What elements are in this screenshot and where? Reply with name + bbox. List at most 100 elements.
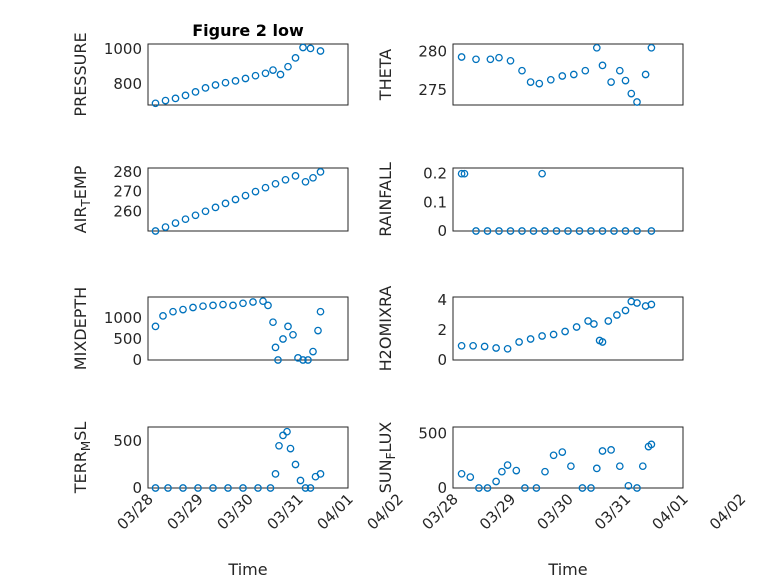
data-point: [633, 484, 641, 492]
data-point: [627, 89, 636, 98]
data-point: [191, 88, 200, 96]
x-tick-label: 04/01: [649, 490, 692, 533]
data-point: [189, 303, 197, 312]
data-point: [209, 301, 217, 310]
data-point: [457, 169, 466, 178]
data-point: [309, 347, 317, 356]
data-point: [261, 69, 270, 78]
data-point: [587, 227, 595, 235]
data-point: [241, 191, 250, 200]
data-point: [179, 484, 187, 492]
data-point: [219, 300, 227, 309]
data-point: [151, 99, 160, 108]
data-point: [306, 484, 315, 492]
data-point: [558, 72, 567, 80]
data-point: [271, 179, 280, 188]
data-point: [271, 470, 280, 478]
data-point: [194, 484, 202, 492]
data-point: [526, 78, 535, 86]
data-point: [304, 356, 312, 364]
data-point: [231, 77, 240, 85]
data-point: [151, 484, 160, 492]
y-tick-label: 2: [437, 321, 447, 339]
data-point: [266, 484, 275, 492]
y-axis-label-main: TERR: [71, 451, 90, 494]
data-point: [472, 227, 480, 235]
data-point: [633, 98, 641, 106]
data-point: [281, 175, 290, 184]
axes-frame: [147, 426, 349, 489]
data-point: [647, 440, 656, 449]
data-point: [291, 460, 300, 469]
data-point: [529, 227, 538, 235]
x-tick-label: 04/02: [706, 490, 749, 533]
data-point: [607, 78, 615, 86]
data-point: [592, 43, 601, 52]
x-axis-label: Time: [227, 560, 267, 579]
data-point: [480, 342, 489, 351]
data-point: [541, 467, 549, 476]
data-point: [515, 338, 523, 346]
data-point: [457, 53, 466, 61]
data-point: [181, 91, 190, 100]
y-axis-label-subscript: F: [384, 452, 398, 459]
data-point: [181, 215, 190, 224]
data-point: [535, 79, 544, 88]
data-point: [254, 484, 262, 492]
data-point: [161, 96, 170, 105]
data-point: [284, 322, 292, 331]
y-axis-label-main: SUN: [376, 459, 395, 493]
subplot-4: 0 0.1 0.2 RAINFALL: [376, 162, 684, 240]
data-point: [275, 441, 283, 450]
data-point: [209, 484, 217, 492]
data-point: [286, 444, 295, 453]
data-point: [492, 477, 500, 486]
data-point: [221, 199, 230, 208]
data-point: [541, 227, 549, 235]
data-point: [578, 484, 587, 492]
data-point: [506, 56, 515, 65]
y-tick-label: 800: [113, 75, 142, 93]
y-axis-label-main: H2OMIXRA: [376, 286, 395, 372]
data-point: [564, 227, 572, 235]
y-tick-label: 0: [437, 222, 447, 240]
data-point: [495, 227, 503, 235]
data-point: [621, 306, 630, 315]
x-tick-label: 03/29: [164, 490, 207, 533]
data-point: [546, 75, 555, 84]
y-axis-label: TERRMSL: [71, 422, 93, 495]
data-point: [518, 227, 526, 235]
axes-frame: [452, 43, 684, 106]
data-point: [598, 61, 607, 70]
y-axis-label-main: AIR: [71, 207, 90, 234]
data-point: [284, 62, 292, 71]
data-point: [498, 467, 506, 476]
data-point: [466, 473, 475, 481]
data-point: [457, 469, 466, 478]
data-point: [301, 484, 310, 492]
y-tick-label: 0: [132, 351, 142, 369]
data-point: [316, 168, 325, 176]
data-point: [309, 173, 317, 182]
data-point: [590, 320, 598, 328]
data-point: [224, 484, 232, 492]
data-point: [592, 464, 601, 473]
y-axis-label-main: THETA: [376, 49, 395, 101]
data-point: [151, 227, 160, 235]
data-point: [251, 187, 260, 196]
x-axis-label: Time: [547, 560, 587, 579]
y-tick-label: 500: [113, 330, 142, 348]
axes-frame: [147, 167, 349, 232]
data-point: [472, 55, 480, 64]
data-point: [647, 227, 656, 235]
x-tick-label: 03/30: [534, 490, 577, 533]
data-point: [269, 318, 277, 327]
data-point: [316, 47, 325, 55]
data-point: [641, 70, 650, 79]
data-point: [518, 66, 526, 75]
data-point: [239, 484, 247, 492]
y-tick-label: 0: [437, 479, 447, 497]
y-tick-label: 260: [113, 202, 142, 220]
data-point: [549, 451, 558, 460]
